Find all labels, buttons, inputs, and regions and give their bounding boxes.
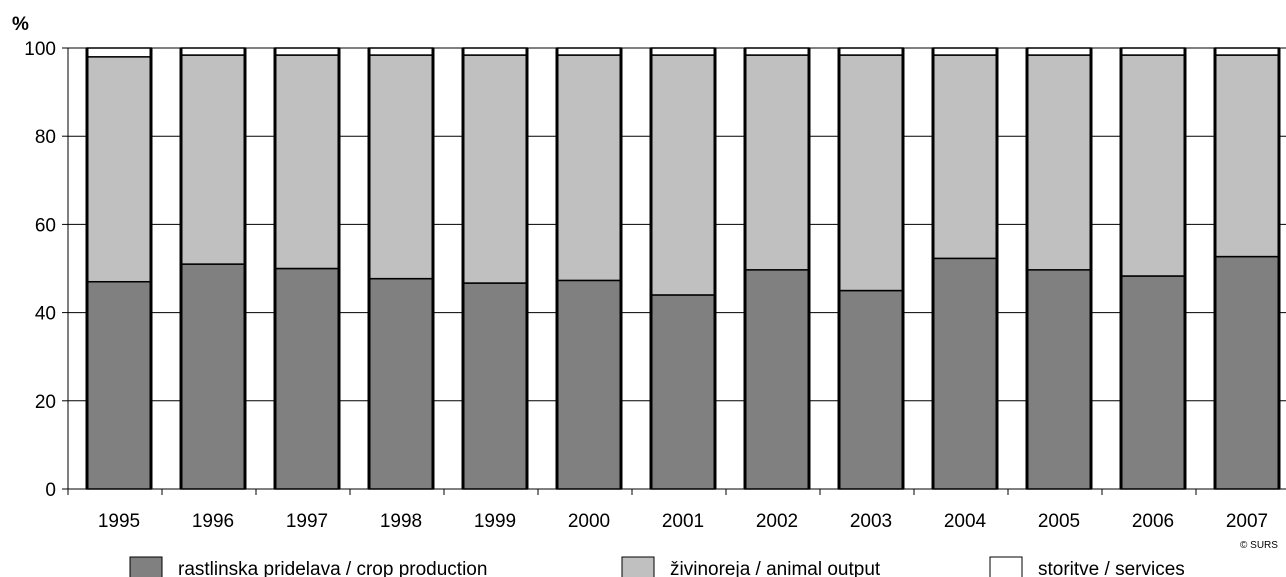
source-credit: © SURS bbox=[1240, 540, 1278, 551]
bar-2004-series-1 bbox=[932, 54, 998, 260]
bar-1997-series-2 bbox=[274, 47, 340, 56]
x-tick-label-2007: 2007 bbox=[1226, 511, 1268, 532]
axes bbox=[62, 47, 1286, 495]
y-tick-label-0: 0 bbox=[45, 480, 56, 501]
bar-1996-series-2 bbox=[180, 47, 246, 56]
x-tick-label-2004: 2004 bbox=[944, 511, 987, 532]
bar-2001-series-2 bbox=[650, 47, 716, 56]
bar-1999-series-2 bbox=[462, 47, 528, 56]
bar-2006-series-2 bbox=[1120, 47, 1186, 56]
bar-2006-series-1 bbox=[1120, 54, 1186, 277]
bar-2000-series-1 bbox=[556, 54, 622, 282]
x-tick-label-2002: 2002 bbox=[756, 511, 798, 532]
bar-1996-series-1 bbox=[180, 54, 246, 265]
x-tick-label-1997: 1997 bbox=[286, 511, 328, 532]
legend-swatch-1 bbox=[621, 556, 655, 577]
bar-2000-series-0 bbox=[556, 279, 622, 490]
y-axis-unit-label: % bbox=[12, 14, 29, 35]
bar-1995-series-2 bbox=[86, 47, 152, 58]
bar-1996-series-0 bbox=[180, 263, 246, 490]
bar-1998-series-1 bbox=[368, 54, 434, 280]
y-tick-label-60: 60 bbox=[35, 215, 56, 236]
bar-2004-series-2 bbox=[932, 47, 998, 56]
bar-1999-series-1 bbox=[462, 54, 528, 284]
y-tick-label-20: 20 bbox=[35, 392, 56, 413]
bar-2000-series-2 bbox=[556, 47, 622, 56]
bar-1999-series-0 bbox=[462, 282, 528, 490]
bar-2003-series-0 bbox=[838, 289, 904, 490]
legend-label-2: storitve / services bbox=[1038, 559, 1185, 577]
legend: rastlinska pridelava / crop production ži… bbox=[129, 556, 1185, 577]
bar-2001-series-1 bbox=[650, 54, 716, 296]
bar-2002-series-1 bbox=[744, 54, 810, 271]
bar-2003-series-2 bbox=[838, 47, 904, 56]
bar-2007-series-1 bbox=[1214, 54, 1280, 258]
bar-1997-series-0 bbox=[274, 267, 340, 490]
bar-2005-series-2 bbox=[1026, 47, 1092, 56]
bar-2005-series-0 bbox=[1026, 269, 1092, 490]
bar-2004-series-0 bbox=[932, 257, 998, 490]
bar-2005-series-1 bbox=[1026, 54, 1092, 271]
legend-swatch-2 bbox=[989, 556, 1023, 577]
bar-1995-series-1 bbox=[86, 56, 152, 283]
x-tick-label-2006: 2006 bbox=[1132, 511, 1174, 532]
bar-2001-series-0 bbox=[650, 294, 716, 490]
x-tick-label-1996: 1996 bbox=[192, 511, 234, 532]
y-tick-label-100: 100 bbox=[24, 39, 56, 60]
bar-2003-series-1 bbox=[838, 54, 904, 292]
x-tick-label-2000: 2000 bbox=[568, 511, 610, 532]
bar-1995-series-0 bbox=[86, 280, 152, 490]
y-tick-label-40: 40 bbox=[35, 304, 56, 325]
bar-1998-series-0 bbox=[368, 277, 434, 490]
legend-swatch-0 bbox=[129, 556, 163, 577]
x-tick-label-2001: 2001 bbox=[662, 511, 704, 532]
legend-label-0: rastlinska pridelava / crop production bbox=[178, 559, 487, 577]
bar-2007-series-0 bbox=[1214, 255, 1280, 490]
bars bbox=[85, 47, 1281, 490]
bar-2002-series-0 bbox=[744, 269, 810, 490]
bar-2006-series-0 bbox=[1120, 275, 1186, 490]
bar-1998-series-2 bbox=[368, 47, 434, 56]
tick-labels: 0 20 40 60 80 100 1995 1996 1997 1998 1999 2000 2001… bbox=[24, 39, 1268, 532]
bar-1997-series-1 bbox=[274, 54, 340, 270]
x-tick-label-1995: 1995 bbox=[98, 511, 140, 532]
legend-label-1: živinoreja / animal output bbox=[670, 559, 881, 577]
x-tick-label-2003: 2003 bbox=[850, 511, 892, 532]
x-tick-label-1999: 1999 bbox=[474, 511, 516, 532]
x-tick-label-1998: 1998 bbox=[380, 511, 422, 532]
bar-2002-series-2 bbox=[744, 47, 810, 56]
y-tick-label-80: 80 bbox=[35, 127, 56, 148]
x-tick-label-2005: 2005 bbox=[1038, 511, 1080, 532]
bar-2007-series-2 bbox=[1214, 47, 1280, 56]
